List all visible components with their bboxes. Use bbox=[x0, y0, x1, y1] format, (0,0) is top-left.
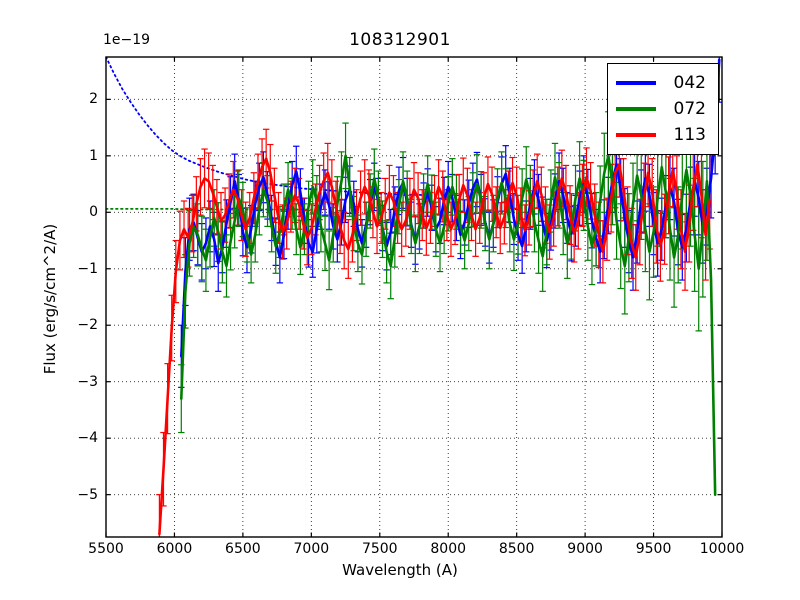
legend-label-042: 042 bbox=[673, 73, 706, 93]
x-tick-label: 5500 bbox=[88, 541, 124, 557]
legend-label-113: 113 bbox=[673, 125, 706, 145]
y-tick-label: −2 bbox=[77, 317, 98, 334]
legend-item[interactable]: 113 bbox=[608, 122, 718, 148]
chart-title: 108312901 bbox=[349, 30, 451, 50]
legend-item[interactable]: 072 bbox=[608, 96, 718, 122]
legend-swatch-072 bbox=[616, 107, 656, 111]
x-tick-label: 8500 bbox=[498, 541, 535, 557]
y-tick-label: 1 bbox=[89, 147, 98, 164]
y-tick-label: 0 bbox=[89, 204, 98, 221]
y-tick-label: −1 bbox=[77, 260, 98, 277]
x-tick-label: 9000 bbox=[567, 541, 603, 557]
x-tick-label: 6000 bbox=[156, 541, 193, 557]
y-tick-label: −5 bbox=[77, 486, 98, 503]
y-tick-label: −3 bbox=[77, 373, 98, 390]
x-tick-label: 6500 bbox=[225, 541, 261, 557]
legend-swatch-042 bbox=[616, 81, 656, 85]
legend: 042 072 113 bbox=[607, 63, 719, 155]
x-tick-label: 9500 bbox=[635, 541, 672, 557]
legend-swatch-113 bbox=[616, 133, 656, 137]
legend-item[interactable]: 042 bbox=[608, 70, 718, 96]
y-tick-label: −4 bbox=[77, 430, 98, 447]
y-tick-label: 2 bbox=[89, 91, 98, 108]
legend-label-072: 072 bbox=[673, 99, 706, 119]
x-tick-label: 7000 bbox=[293, 541, 330, 557]
y-axis-label: Flux (erg/s/cm^2/A) bbox=[41, 223, 59, 375]
x-tick-label: 7500 bbox=[361, 541, 398, 557]
x-tick-label: 10000 bbox=[699, 541, 745, 557]
y-axis-offset-label: 1e−19 bbox=[103, 32, 151, 48]
x-tick-label: 8000 bbox=[430, 541, 467, 557]
x-axis-label: Wavelength (A) bbox=[342, 561, 458, 579]
